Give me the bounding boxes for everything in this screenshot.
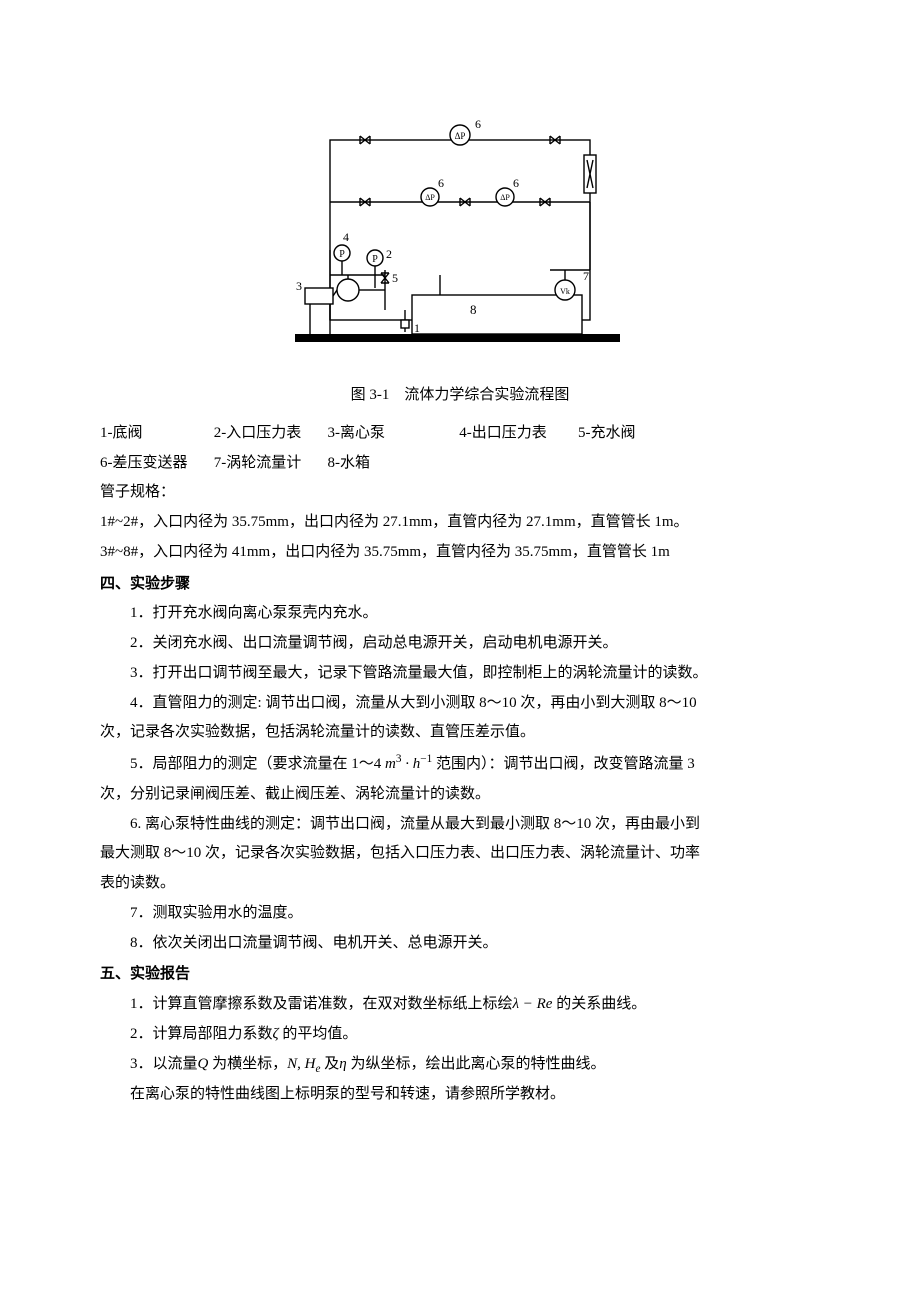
svg-text:6: 6: [475, 117, 481, 131]
step-5a: 5．局部阻力的测定（要求流量在 1～4 m3 · h−1 范围内）：调节出口阀，…: [100, 749, 820, 779]
step-5b: 次，分别记录闸阀压差、截止阀压差、涡轮流量计的读数。: [100, 781, 820, 809]
step-6b: 最大测取 8～10 次，记录各次实验数据，包括入口压力表、出口压力表、涡轮流量计…: [100, 840, 820, 868]
legend-row-2: 6-差压变送器 7-涡轮流量计 8-水箱: [100, 450, 820, 478]
figure-caption: 图 3-1 流体力学综合实验流程图: [100, 382, 820, 410]
step-5a-post: 范围内）：调节出口阀，改变管路流量 3: [432, 756, 695, 772]
step-3: 3．打开出口调节阀至最大，记录下管路流量最大值，即控制柜上的涡轮流量计的读数。: [100, 660, 820, 688]
specs-line-2: 3#~8#，入口内径为 41mm，出口内径为 35.75mm，直管内径为 35.…: [100, 539, 820, 567]
step-7: 7．测取实验用水的温度。: [100, 900, 820, 928]
svg-text:P: P: [372, 254, 378, 265]
r2-post: 的平均值。: [279, 1026, 358, 1042]
legend-item: 2-入口压力表: [214, 420, 324, 448]
legend-item: 5-充水阀: [578, 420, 636, 448]
report-3: 3．以流量Q 为横坐标，N, He 及η 为纵坐标，绘出此离心泵的特性曲线。: [100, 1051, 820, 1080]
svg-text:4: 4: [343, 230, 349, 244]
legend-item: 3-离心泵: [328, 420, 456, 448]
unit-pow: −1: [420, 753, 432, 765]
diagram-figure: ΔP 6 ΔP 6 ΔP 6 P 4: [100, 110, 820, 370]
step-4b: 次，记录各次实验数据，包括涡轮流量计的读数、直管压差示值。: [100, 719, 820, 747]
legend-item: 1-底阀: [100, 420, 210, 448]
svg-text:ΔP: ΔP: [425, 193, 435, 202]
section-5-title: 五、实验报告: [100, 961, 820, 989]
svg-text:6: 6: [438, 176, 444, 190]
legend-item: 8-水箱: [328, 450, 371, 478]
r3-eta: η: [339, 1056, 346, 1072]
report-1: 1．计算直管摩擦系数及雷诺准数，在双对数坐标纸上标绘λ − Re 的关系曲线。: [100, 991, 820, 1019]
svg-text:6: 6: [513, 176, 519, 190]
section-4-title: 四、实验步骤: [100, 571, 820, 599]
unit-dot: · h: [401, 756, 420, 772]
step-4a: 4．直管阻力的测定: 调节出口阀，流量从大到小测取 8～10 次，再由小到大测取…: [100, 690, 820, 718]
r3-q: Q: [198, 1056, 209, 1072]
pipe-specs: 管子规格： 1#~2#，入口内径为 35.75mm，出口内径为 27.1mm，直…: [100, 479, 820, 566]
step-8: 8．依次关闭出口流量调节阀、电机开关、总电源开关。: [100, 930, 820, 958]
r3-h: H: [305, 1056, 316, 1072]
report-2: 2．计算局部阻力系数ζ 的平均值。: [100, 1021, 820, 1049]
svg-text:P: P: [339, 249, 345, 260]
r3-mid1: 为横坐标，: [208, 1056, 287, 1072]
svg-text:7: 7: [583, 269, 589, 283]
r3-comma: ,: [297, 1056, 305, 1072]
r1-pre: 1．计算直管摩擦系数及雷诺准数，在双对数坐标纸上标绘: [130, 996, 513, 1012]
svg-text:Vk: Vk: [560, 287, 570, 296]
step-6a: 6. 离心泵特性曲线的测定：调节出口阀，流量从最大到最小测取 8～10 次，再由…: [100, 811, 820, 839]
r3-n: N: [287, 1056, 297, 1072]
specs-header: 管子规格：: [100, 479, 820, 507]
step-5a-pre: 5．局部阻力的测定（要求流量在 1～4: [130, 756, 385, 772]
svg-text:8: 8: [470, 302, 477, 317]
svg-text:2: 2: [386, 247, 392, 261]
r3-pre: 3．以流量: [130, 1056, 198, 1072]
step-2: 2．关闭充水阀、出口流量调节阀，启动总电源开关，启动电机电源开关。: [100, 630, 820, 658]
r1-sym: λ − Re: [513, 996, 553, 1012]
unit-m: m: [385, 756, 396, 772]
legend-item: 6-差压变送器: [100, 450, 210, 478]
legend-row-1: 1-底阀 2-入口压力表 3-离心泵 4-出口压力表 5-充水阀: [100, 420, 820, 448]
svg-text:3: 3: [296, 279, 302, 293]
r3-mid2: 及: [320, 1056, 339, 1072]
final-note: 在离心泵的特性曲线图上标明泵的型号和转速，请参照所学教材。: [100, 1081, 820, 1109]
r2-pre: 2．计算局部阻力系数: [130, 1026, 273, 1042]
step-6c: 表的读数。: [100, 870, 820, 898]
svg-text:1: 1: [414, 321, 420, 335]
flow-diagram-svg: ΔP 6 ΔP 6 ΔP 6 P 4: [290, 110, 630, 370]
svg-text:5: 5: [392, 271, 398, 285]
legend-item: 4-出口压力表: [459, 420, 574, 448]
svg-text:ΔP: ΔP: [500, 193, 510, 202]
specs-line-1: 1#~2#，入口内径为 35.75mm，出口内径为 27.1mm，直管内径为 2…: [100, 509, 820, 537]
svg-text:ΔP: ΔP: [455, 131, 466, 141]
r1-post: 的关系曲线。: [552, 996, 646, 1012]
legend-item: 7-涡轮流量计: [214, 450, 324, 478]
step-1: 1．打开充水阀向离心泵泵壳内充水。: [100, 600, 820, 628]
r3-post: 为纵坐标，绘出此离心泵的特性曲线。: [347, 1056, 606, 1072]
